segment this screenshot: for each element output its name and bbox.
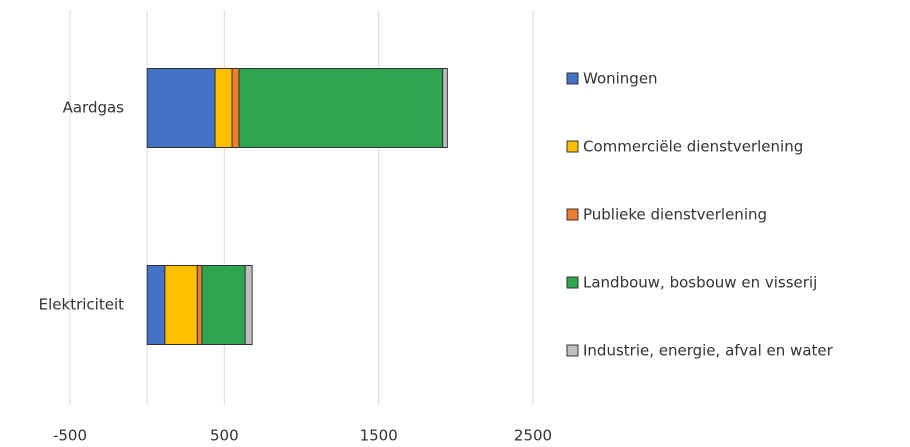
y-tick-label: Elektriciteit: [39, 296, 124, 314]
bar-segment: [146, 265, 166, 345]
legend-label: Landbouw, bosbouw en visserij: [583, 274, 817, 292]
x-tick-label: 500: [210, 427, 239, 444]
bar-segment: [231, 68, 240, 148]
bar-segment: [244, 265, 253, 345]
bar-segment: [238, 68, 444, 148]
x-tick-label: 1500: [360, 427, 398, 444]
legend-swatch: [566, 72, 579, 85]
bar-segment: [214, 68, 233, 148]
y-tick-label: Aardgas: [63, 99, 125, 117]
legend-label: Industrie, energie, afval en water: [583, 342, 834, 360]
legend-label: Woningen: [583, 70, 658, 88]
legend-label: Publieke dienstverlening: [583, 206, 767, 224]
legend-swatch: [566, 276, 579, 289]
x-tick-label: -500: [53, 427, 87, 444]
bar-segment: [196, 265, 203, 345]
bar-segment: [164, 265, 198, 345]
bar-segment: [442, 68, 448, 148]
legend-swatch: [566, 208, 579, 221]
x-tick-label: 2500: [514, 427, 552, 444]
legend-swatch: [566, 140, 579, 153]
bar-segment: [201, 265, 246, 345]
legend-swatch: [566, 344, 579, 357]
legend-label: Commerciële dienstverlening: [583, 138, 803, 156]
bar-segment: [146, 68, 216, 148]
